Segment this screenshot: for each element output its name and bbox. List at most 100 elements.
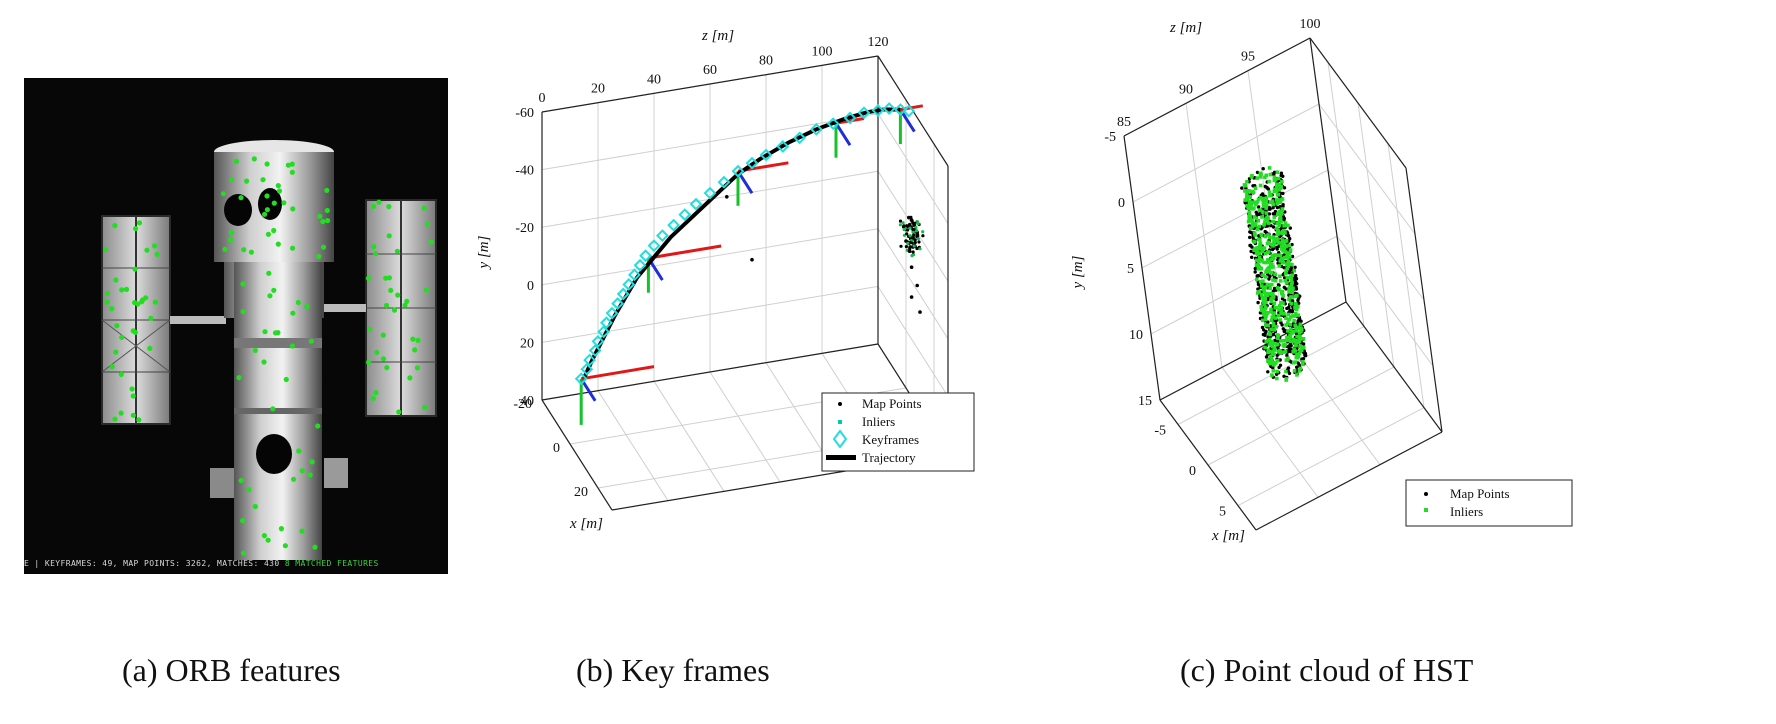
inlier-point: [1266, 270, 1270, 274]
inlier-point: [1259, 267, 1264, 271]
map-point-cluster: [909, 215, 913, 219]
inlier-point: [1283, 349, 1288, 354]
inlier-point: [1266, 323, 1270, 328]
keyframe-marker: [591, 334, 605, 348]
inlier-point: [1285, 276, 1290, 280]
map-point: [1271, 206, 1275, 210]
inlier-point: [1278, 318, 1282, 322]
inlier-point: [1274, 325, 1278, 329]
keyframe-marker: [703, 186, 717, 200]
inlier-point: [1292, 268, 1296, 273]
inlier-point: [1271, 349, 1275, 354]
map-point: [725, 195, 729, 199]
point-cloud-grid-y: [1150, 235, 1338, 335]
inlier-point: [1288, 255, 1292, 259]
inlier-point: [1275, 221, 1279, 226]
keyframe-marker: [583, 353, 597, 367]
map-point: [1268, 274, 1272, 278]
orb-feature-point: [291, 476, 297, 482]
inlier-point: [1295, 334, 1299, 339]
orb-feature-point: [296, 448, 302, 454]
matched-features-label: 8 MATCHED FEATURES: [284, 559, 379, 568]
orb-feature-point: [374, 349, 380, 355]
keyframe-marker: [611, 297, 625, 311]
inlier-point: [1261, 204, 1266, 208]
orb-feature-point: [383, 275, 389, 281]
orb-feature-point: [391, 307, 398, 313]
inlier-point: [1286, 321, 1290, 325]
inlier-point: [1286, 223, 1290, 228]
map-point-cluster: [901, 225, 906, 229]
map-point: [1276, 283, 1281, 287]
inlier-point: [1287, 290, 1291, 294]
keyframe-marker: [902, 104, 916, 118]
inlier-point: [1267, 179, 1271, 184]
inlier-point: [1242, 183, 1247, 187]
inlier-point: [1286, 264, 1290, 268]
keyframe-marker: [639, 249, 653, 263]
inlier-point: [1280, 208, 1285, 213]
map-point: [1275, 245, 1279, 250]
map-point: [1288, 226, 1292, 230]
orb-feature-point: [267, 293, 273, 299]
orb-feature-point: [404, 298, 410, 304]
orb-feature-point: [270, 406, 276, 412]
inlier-point: [1251, 207, 1255, 211]
map-point: [1248, 235, 1252, 240]
keyframes-y-tick: -40: [515, 164, 534, 179]
inlier-point: [1284, 316, 1288, 321]
keyframes-grid-z: [653, 381, 725, 492]
map-point: [1286, 366, 1291, 370]
inlier-point: [1280, 231, 1285, 236]
map-point: [1266, 370, 1270, 374]
map-point: [1296, 319, 1300, 323]
inlier-point: [1269, 271, 1274, 275]
orb-feature-point: [370, 395, 376, 401]
orb-feature-point: [244, 178, 250, 184]
inlier-point: [1289, 301, 1293, 306]
keyframe-marker: [588, 344, 602, 357]
inlier-point: [1264, 323, 1268, 327]
inlier-point: [1264, 211, 1269, 215]
map-point: [909, 265, 914, 270]
orb-feature-point: [251, 156, 257, 162]
keyframe-axis-z: [648, 244, 722, 260]
inlier-point: [1281, 350, 1285, 354]
map-point: [918, 310, 922, 314]
keyframe-marker: [580, 362, 594, 376]
inlier-point: [1258, 195, 1263, 200]
orb-feature-point: [248, 249, 254, 255]
orb-feature-point: [266, 270, 272, 276]
orb-feature-point: [320, 244, 327, 250]
inlier-point: [1257, 255, 1262, 260]
orb-feature-point: [380, 356, 386, 362]
inlier-point: [1286, 312, 1290, 317]
inlier-point: [1274, 239, 1278, 243]
inlier-point: [1262, 312, 1266, 316]
orb-feature-point: [148, 315, 154, 321]
orb-feature-point: [271, 227, 277, 234]
map-point: [1256, 300, 1260, 305]
inlier-point: [1264, 291, 1269, 296]
inlier-point: [1253, 223, 1257, 227]
inlier-point: [1285, 255, 1290, 260]
inlier-point: [1286, 329, 1290, 333]
inlier-point: [1249, 203, 1253, 207]
inlier-point: [1272, 178, 1277, 183]
map-point: [1271, 332, 1276, 337]
inlier-point: [1270, 292, 1275, 296]
orb-feature-point: [136, 417, 142, 423]
point-cloud-z-tick: 90: [1179, 82, 1193, 97]
inlier-point: [1245, 197, 1249, 201]
orb-feature-point: [104, 299, 110, 305]
inlier-point: [1273, 348, 1277, 352]
point-cloud-grid-x: [1387, 143, 1425, 408]
orb-feature-point: [371, 244, 377, 250]
inlier-point: [1289, 278, 1294, 283]
inlier-point: [1258, 242, 1262, 247]
orb-feature-point: [240, 518, 246, 524]
map-point-cluster: [916, 233, 920, 237]
orb-feature-point: [240, 550, 247, 556]
